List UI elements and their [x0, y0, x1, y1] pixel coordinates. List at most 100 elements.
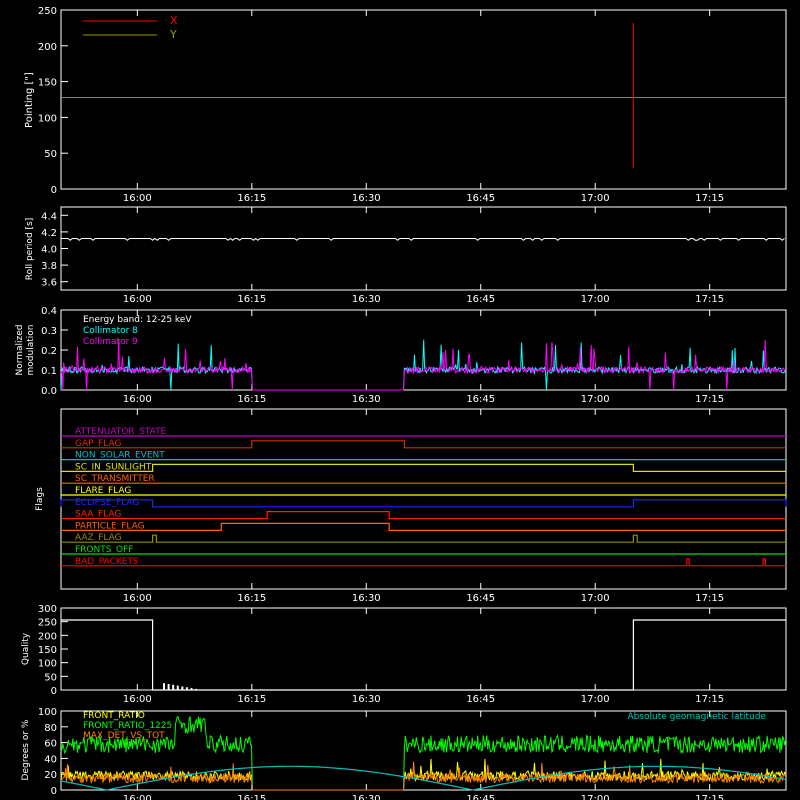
- y-tick-label: 100: [38, 707, 57, 718]
- x-tick-label: 16:45: [466, 193, 495, 204]
- y-tick-label: 0.3: [41, 326, 57, 337]
- legend-y-label: Y: [169, 28, 177, 41]
- flag-line-sc_in_sunlight: [61, 463, 786, 472]
- y-tick-label: 100: [38, 113, 57, 124]
- flags-ylabel: Flags: [35, 487, 45, 511]
- x-tick-label: 16:30: [352, 794, 381, 800]
- flag-label-sc_transmitter: SC_TRANSMITTER: [75, 474, 155, 484]
- flags-frame: [60, 408, 787, 590]
- ratios-series: [60, 715, 787, 791]
- x-tick-label: 16:45: [466, 794, 495, 800]
- flags-xticks: 16:00 16:15 16:30 16:45 17:00 17:15: [123, 409, 724, 604]
- y-tick-label: 0.0: [41, 386, 57, 397]
- flag-line-bad_packets: [61, 558, 786, 567]
- pointing-series: [61, 22, 786, 168]
- flag-label-saa_flag: SAA_FLAG: [75, 510, 121, 520]
- legend-front-ratio: FRONT_RATIO: [83, 711, 145, 721]
- y-tick-label: 3.6: [41, 278, 57, 289]
- y-tick-label: 40: [44, 754, 57, 765]
- y-tick-label: 200: [38, 42, 57, 53]
- legend-x-label: X: [170, 14, 178, 27]
- ratios-xticks: 16:00 16:15 16:30 16:45 17:00 17:15: [123, 711, 724, 800]
- modulation-ylabel-1: Normalized: [15, 324, 25, 375]
- x-tick-label: 17:00: [581, 294, 610, 305]
- flags-panel: Flags 16:00 16:15 16:30 16:45 17:00 17:15 ATT…: [35, 408, 787, 604]
- y-tick-label: 60: [44, 739, 57, 750]
- x-tick-label: 17:15: [695, 593, 724, 604]
- y-tick-label: 0: [51, 185, 57, 196]
- y-tick-label: 300: [38, 604, 57, 615]
- x-tick-label: 17:15: [695, 394, 724, 405]
- x-tick-label: 16:30: [352, 193, 381, 204]
- quality-yticks: 0 50 100 150 200 250 300: [38, 604, 68, 697]
- roll-period-line: [61, 237, 785, 241]
- x-tick-label: 16:15: [237, 193, 266, 204]
- x-tick-label: 16:15: [237, 593, 266, 604]
- x-tick-label: 16:45: [466, 593, 495, 604]
- collimator-9-line: [60, 339, 786, 391]
- x-tick-label: 16:15: [237, 794, 266, 800]
- x-tick-label: 16:00: [123, 193, 152, 204]
- y-tick-label: 0: [51, 686, 57, 697]
- modulation-xticks: 16:00 16:15 16:30 16:45 17:00 17:15: [123, 310, 724, 405]
- flag-label-sc_in_sunlight: SC_IN_SUNLIGHT: [75, 462, 152, 472]
- quality-xticks: 16:00 16:15 16:30 16:45 17:00 17:15: [123, 608, 724, 705]
- x-tick-label: 16:00: [123, 694, 152, 705]
- x-tick-label: 17:15: [695, 794, 724, 800]
- roll-period-yticks: 3.6 3.8 4.0 4.2 4.4: [41, 211, 68, 289]
- x-tick-label: 17:00: [581, 794, 610, 800]
- y-tick-label: 100: [38, 659, 57, 670]
- flag-label-particle_flag: PARTICLE_FLAG: [75, 521, 145, 531]
- y-tick-label: 4.4: [41, 211, 57, 222]
- flag-label-flare_flag: FLARE_FLAG: [75, 486, 131, 496]
- collimator-8-label: Collimator 8: [83, 326, 138, 336]
- y-tick-label: 250: [38, 618, 57, 629]
- x-tick-label: 17:00: [581, 193, 610, 204]
- roll-period-ylabel: Roll period [s]: [25, 218, 35, 280]
- flag-line-saa_flag: [61, 511, 786, 520]
- roll-period-panel: Roll period [s] 3.63.84.04.24.4 16:00 16:…: [25, 206, 787, 305]
- y-tick-label: 0.4: [41, 306, 57, 317]
- x-tick-label: 16:45: [466, 394, 495, 405]
- modulation-panel: Normalized modulation 0.0 0.1 0.2 0.3 0.4 16…: [15, 306, 787, 405]
- y-tick-label: 0: [51, 786, 57, 797]
- quality-line: [61, 619, 786, 691]
- flag-label-gap_flag: GAP_FLAG: [75, 439, 121, 449]
- y-tick-label: 250: [38, 6, 57, 17]
- y-tick-label: 150: [38, 78, 57, 89]
- x-tick-label: 17:00: [581, 394, 610, 405]
- pointing-legend: X Y: [83, 14, 178, 41]
- x-tick-label: 16:00: [123, 294, 152, 305]
- roll-period-series: [61, 237, 785, 241]
- x-tick-label: 17:15: [695, 193, 724, 204]
- x-tick-label: 16:30: [352, 294, 381, 305]
- pointing-yticks: 0 50 100 150 200 250: [38, 6, 68, 196]
- x-tick-label: 16:45: [466, 694, 495, 705]
- quality-ylabel: Quality: [21, 632, 31, 665]
- x-tick-label: 17:00: [581, 593, 610, 604]
- flag-line-gap_flag: [61, 440, 786, 449]
- modulation-ylabel-2: modulation: [26, 325, 36, 376]
- flag-line-eclipse_flag: [60, 499, 787, 508]
- collimator-9-label: Collimator 9: [83, 337, 138, 347]
- x-tick-label: 16:00: [123, 593, 152, 604]
- x-tick-label: 17:15: [695, 694, 724, 705]
- y-tick-label: 80: [44, 723, 57, 734]
- y-tick-label: 0.2: [41, 346, 57, 357]
- x-tick-label: 16:15: [237, 294, 266, 305]
- legend-max-det: MAX_DET_VS_TOT: [83, 731, 165, 741]
- x-tick-label: 16:30: [352, 394, 381, 405]
- geomagnetic-latitude-line: [60, 765, 787, 791]
- pointing-ylabel: Pointing ["]: [24, 72, 35, 128]
- ratios-ylabel: Degrees or %: [21, 719, 31, 780]
- flag-line-particle_flag: [61, 522, 786, 531]
- ratio-line-max_det_vs_tot: [60, 761, 786, 791]
- x-tick-label: 16:00: [123, 794, 152, 800]
- roll-period-xticks: 16:00 16:15 16:30 16:45 17:00 17:15: [123, 207, 724, 305]
- flag-label-eclipse_flag: ECLIPSE_FLAG: [75, 498, 139, 508]
- flag-label-bad_packets: BAD_PACKETS: [75, 557, 139, 567]
- y-tick-label: 4.2: [41, 228, 57, 239]
